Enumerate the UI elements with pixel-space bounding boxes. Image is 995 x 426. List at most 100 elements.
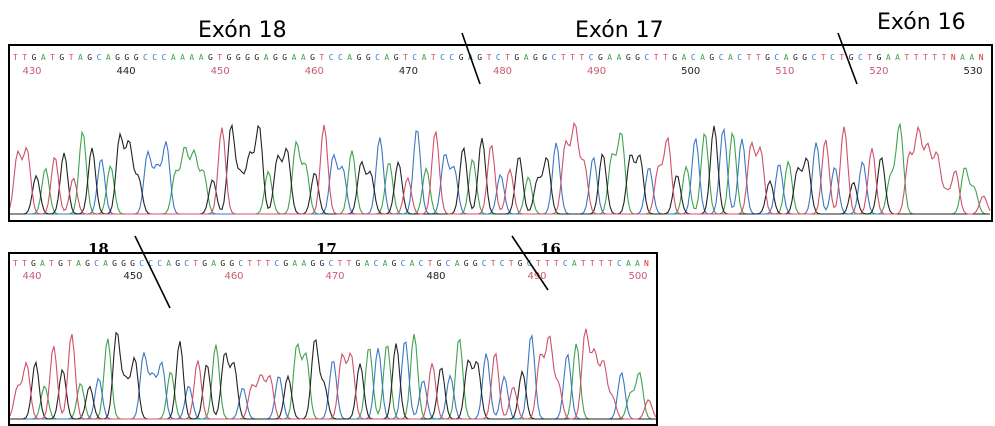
sequence-base: A: [626, 259, 631, 268]
sequence-base: A: [468, 53, 473, 62]
sequence-base: C: [157, 259, 162, 268]
position-number: 470: [325, 271, 344, 282]
trace-g: [10, 331, 656, 420]
sequence-base: A: [347, 53, 352, 62]
sequence-base: T: [747, 53, 752, 62]
sequence-base: G: [518, 259, 523, 268]
sequence-base: C: [496, 53, 501, 62]
sequence-base: G: [357, 53, 362, 62]
sequence-base: G: [802, 53, 807, 62]
sequence-base: T: [347, 259, 352, 268]
position-number: 500: [681, 66, 700, 77]
sequence-base: G: [227, 53, 232, 62]
sequence-base: G: [626, 53, 631, 62]
sequence-base: A: [211, 259, 216, 268]
trace-t: [10, 328, 656, 420]
sequence-base: T: [491, 259, 496, 268]
sequence-base: C: [449, 53, 454, 62]
position-number: 520: [869, 66, 888, 77]
position-number: 430: [22, 66, 41, 77]
sequence-base: C: [500, 259, 505, 268]
sequence-base: T: [756, 53, 761, 62]
sequence-base: A: [960, 53, 965, 62]
sequence-base: A: [617, 53, 622, 62]
sequence-base: A: [199, 53, 204, 62]
sequence-base: A: [106, 53, 111, 62]
sequence-base: G: [87, 53, 92, 62]
sequence-base: A: [78, 53, 83, 62]
sequence-base: T: [545, 259, 550, 268]
sequence-base: G: [366, 53, 371, 62]
sequence-base: A: [189, 53, 194, 62]
position-number: 530: [963, 66, 982, 77]
sequence-base: G: [310, 259, 315, 268]
position-number: 480: [426, 271, 445, 282]
sequence-base: C: [482, 259, 487, 268]
sequence-base: T: [22, 259, 27, 268]
sequence-base: T: [505, 53, 510, 62]
sequence-base: G: [236, 53, 241, 62]
sequence-base: C: [238, 259, 243, 268]
sequence-base: C: [419, 259, 424, 268]
sequence-base: T: [599, 259, 604, 268]
trace-g: [10, 123, 990, 215]
position-number: 490: [527, 271, 546, 282]
sequence-base: G: [394, 53, 399, 62]
sequence-base: T: [193, 259, 198, 268]
sequence-base: A: [384, 53, 389, 62]
sequence-base: C: [812, 53, 817, 62]
sequence-base: G: [245, 53, 250, 62]
sequence-base: A: [171, 53, 176, 62]
sequence-base: T: [22, 53, 27, 62]
sequence-base: C: [858, 53, 863, 62]
sequence-base: G: [220, 259, 225, 268]
sequence-base: T: [561, 53, 566, 62]
sequence-base: A: [700, 53, 705, 62]
trace-a: [10, 123, 990, 215]
sequence-base: T: [49, 259, 54, 268]
sequence-base: G: [31, 259, 36, 268]
sequence-base: A: [784, 53, 789, 62]
sequence-base: G: [130, 259, 135, 268]
sequence-base: T: [256, 259, 261, 268]
sequence-base: C: [139, 259, 144, 268]
sequence-base: C: [412, 53, 417, 62]
sequence-base: C: [184, 259, 189, 268]
sequence-base: T: [217, 53, 222, 62]
sequence-base: C: [737, 53, 742, 62]
sequence-base: C: [830, 53, 835, 62]
sequence-base: C: [563, 259, 568, 268]
sequence-base: G: [319, 259, 324, 268]
sequence-base: T: [265, 259, 270, 268]
sequence-base: C: [338, 53, 343, 62]
exon-17-label: Exón 17: [575, 18, 664, 43]
position-number: 460: [305, 66, 324, 77]
sequence-base: C: [774, 53, 779, 62]
sequence-base: C: [440, 53, 445, 62]
sequence-base: A: [264, 53, 269, 62]
position-number: 490: [587, 66, 606, 77]
sequence-base: G: [282, 53, 287, 62]
trace-t: [10, 121, 991, 215]
sequence-base: G: [85, 259, 90, 268]
sequence-base: T: [431, 53, 436, 62]
sequence-base: N: [951, 53, 956, 62]
position-number: 460: [224, 271, 243, 282]
sequence-base: T: [67, 259, 72, 268]
sequence-base: C: [328, 259, 333, 268]
sequence-base: T: [338, 259, 343, 268]
sequence-base: T: [904, 53, 909, 62]
sequence-base: G: [283, 259, 288, 268]
sequence-base: G: [437, 259, 442, 268]
sequence-base: T: [867, 53, 872, 62]
sequence-base: A: [292, 259, 297, 268]
position-number: 480: [493, 66, 512, 77]
sequence-base: G: [356, 259, 361, 268]
sequence-base: G: [598, 53, 603, 62]
sequence-base: T: [13, 259, 18, 268]
sequence-base: C: [552, 53, 557, 62]
sequence-base: C: [446, 259, 451, 268]
